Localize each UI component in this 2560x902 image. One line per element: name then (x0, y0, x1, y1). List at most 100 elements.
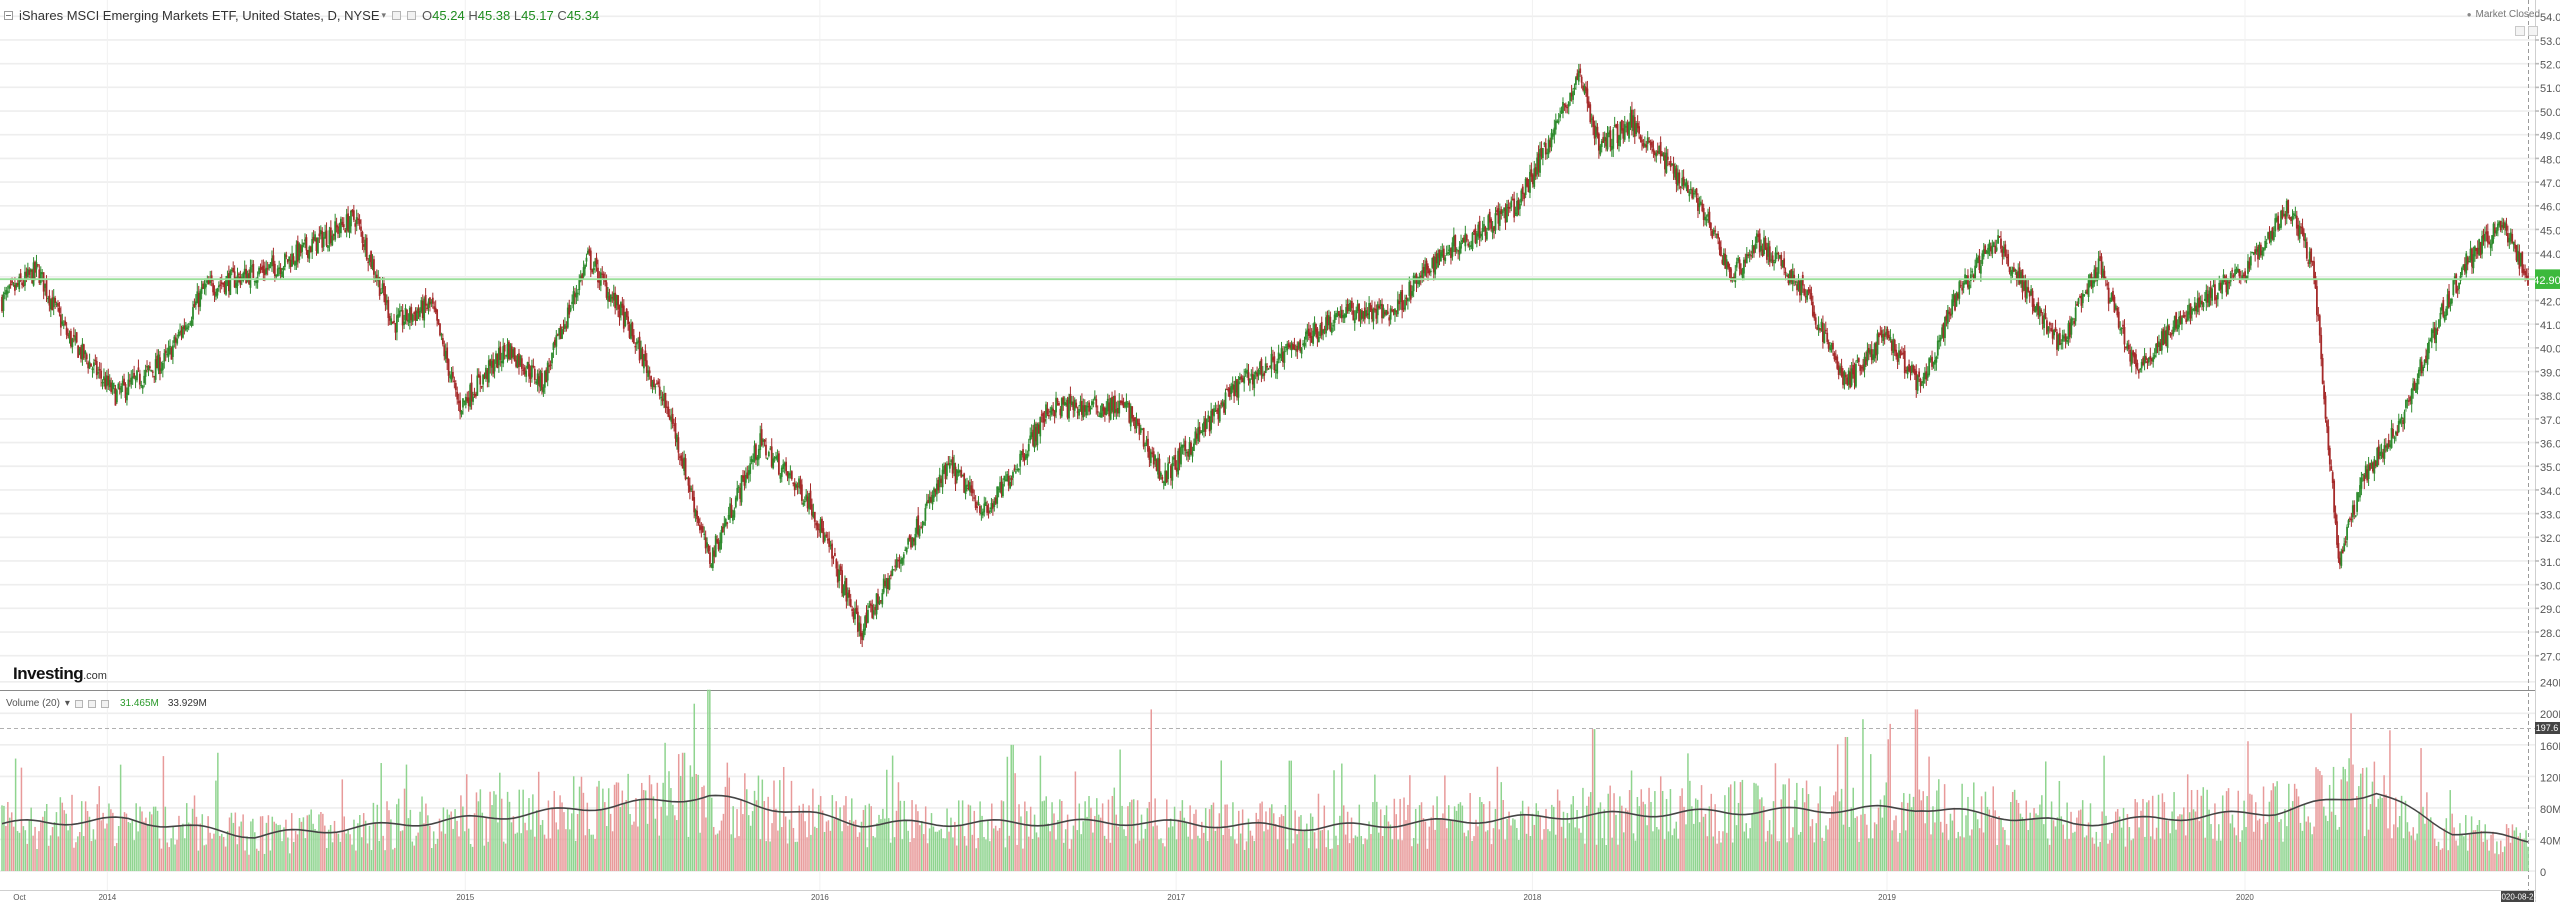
market-status: ● Market Closed (2467, 9, 2540, 20)
candle-body (911, 537, 914, 546)
candle-body (163, 353, 166, 362)
volume-bar (1821, 837, 1823, 872)
volume-bar (228, 817, 231, 872)
volume-bar (1749, 828, 1751, 872)
volume-bar (1494, 808, 1497, 872)
pane-close-icon[interactable] (2528, 26, 2538, 36)
candle-body (2100, 256, 2103, 275)
volume-bar (687, 836, 690, 872)
candle-body (654, 385, 657, 388)
volume-legend-title[interactable]: Volume (20) (6, 698, 60, 709)
volume-bar (1041, 801, 1044, 872)
volume-bar (1928, 756, 1930, 872)
volume-bar (1971, 829, 1973, 872)
candle-body (404, 307, 407, 321)
candle-body (1157, 457, 1159, 475)
volume-bar (2150, 836, 2152, 872)
candle-body (2295, 215, 2298, 229)
collapse-icon[interactable] (4, 11, 13, 20)
volume-bar (2457, 845, 2459, 872)
volume-bar (483, 845, 486, 872)
candle-body (918, 528, 921, 537)
candle-body (2007, 254, 2010, 267)
candle-body (624, 312, 627, 327)
volume-bar (2249, 793, 2251, 872)
volume-bar (973, 810, 976, 872)
candle-body (88, 361, 91, 369)
candle-body (1406, 298, 1409, 302)
candle-body (2425, 355, 2427, 362)
candle-body (1641, 139, 1643, 143)
volume-bar (1449, 819, 1452, 872)
volume-bar (2365, 767, 2368, 872)
candle-body (493, 367, 496, 372)
volume-bar (1352, 838, 1355, 872)
volume-bar (34, 826, 36, 872)
candle-body (59, 314, 62, 328)
volume-bar (1992, 786, 1994, 872)
candle-body (15, 283, 18, 288)
volume-chevron-down-icon[interactable]: ▾ (64, 698, 70, 709)
volume-settings-icon[interactable] (87, 699, 96, 708)
candle-body (1452, 235, 1455, 247)
volume-bar (1010, 744, 1012, 872)
volume-bar (1986, 806, 1989, 872)
volume-visibility-icon[interactable] (74, 699, 83, 708)
volume-bar (187, 822, 190, 872)
volume-bar (2445, 818, 2448, 872)
volume-bar (1236, 843, 1238, 872)
candle-body (275, 274, 278, 277)
volume-bar (712, 826, 715, 872)
volume-axis[interactable]: 240M200M160M120M80M40M0 (2540, 678, 2560, 879)
candle-body (2143, 355, 2146, 364)
volume-bar (2142, 798, 2144, 872)
candle-body (752, 460, 754, 463)
volume-bar (903, 800, 906, 872)
volume-bar (2301, 830, 2304, 872)
volume-bar (590, 834, 592, 872)
candle-body (147, 365, 150, 371)
volume-close-icon[interactable] (100, 699, 109, 708)
candle-body (529, 373, 532, 379)
candle-body (1036, 423, 1039, 446)
volume-bar (2435, 845, 2438, 872)
symbol-title[interactable]: iShares MSCI Emerging Markets ETF, Unite… (19, 8, 380, 23)
volume-bar (2354, 807, 2356, 872)
volume-bar (1741, 779, 1744, 872)
volume-bar (1232, 802, 1234, 872)
candle-body (1165, 471, 1168, 483)
candle-body (588, 249, 591, 254)
volume-bar (1356, 836, 1359, 872)
volume-bar (983, 837, 985, 872)
candle-body (1237, 381, 1240, 398)
candle-body (1962, 282, 1965, 288)
chevron-down-icon[interactable]: ▾ (381, 10, 387, 20)
volume-bar (172, 826, 174, 872)
close-icon[interactable] (407, 11, 417, 20)
volume-bar (2081, 800, 2084, 872)
volume-bar (1955, 838, 1958, 872)
volume-bar (2229, 823, 2232, 872)
candle-body (1849, 371, 1852, 388)
candle-body (439, 323, 441, 336)
volume-bar (1827, 829, 1829, 872)
volume-bar (1916, 709, 1919, 872)
pane-maximize-icon[interactable] (2515, 26, 2525, 36)
candle-body (176, 338, 179, 344)
candle-body (1389, 308, 1392, 320)
volume-bar (1070, 839, 1073, 872)
candle-body (549, 364, 552, 366)
candle-body (2222, 274, 2225, 282)
time-axis[interactable]: Oct 2014 2015 2016 2017 2018 2019 2020 (13, 893, 2254, 902)
candle-body (2462, 264, 2465, 268)
volume-bar (790, 780, 793, 872)
candle-body (699, 524, 701, 531)
price-axis[interactable]: 54.0053.0052.0051.0050.0049.0048.0047.00… (2535, 12, 2560, 664)
candle-body (2445, 308, 2448, 317)
candle-body (1172, 457, 1175, 460)
candle-body (638, 336, 641, 361)
volume-bar (1471, 840, 1473, 872)
settings-icon[interactable] (392, 11, 402, 20)
candle-body (1776, 252, 1778, 255)
